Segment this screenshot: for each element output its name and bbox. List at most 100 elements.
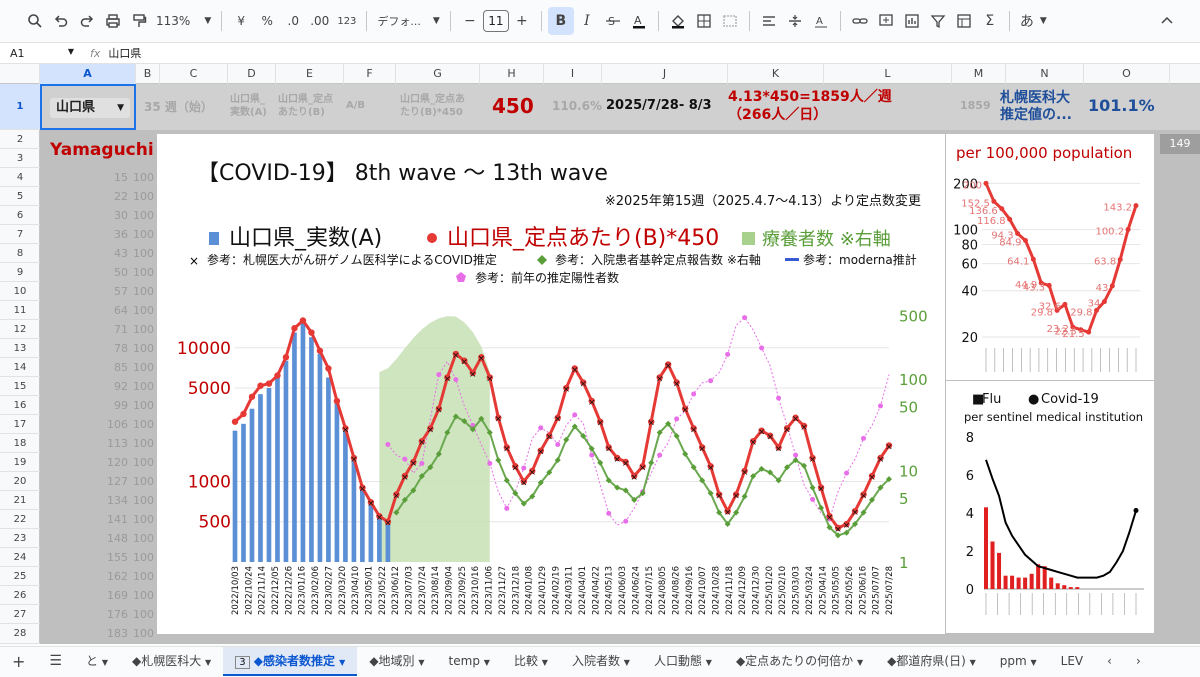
row-header[interactable]: 1 (0, 84, 40, 130)
fill-color-icon[interactable] (665, 7, 691, 35)
left-value[interactable]: 127 (107, 475, 128, 488)
sheet-tab[interactable]: ◆定点あたりの何倍か ▼ (724, 647, 875, 676)
paint-format-icon[interactable] (126, 7, 152, 35)
left-value-b[interactable]: 100 (133, 380, 154, 393)
all-sheets-button[interactable]: ☰ (49, 652, 62, 669)
left-value-b[interactable]: 100 (133, 323, 154, 336)
sheet-tab[interactable]: 人口動態 ▼ (642, 647, 724, 676)
left-value[interactable]: 92 (114, 380, 128, 393)
sheet-tab[interactable]: 比較 ▼ (502, 647, 560, 676)
row-header[interactable]: 6 (0, 206, 40, 225)
font-size-input[interactable]: 11 (482, 10, 509, 32)
row-header[interactable]: 10 (0, 282, 40, 301)
row-header[interactable]: 3 (0, 149, 40, 168)
m-value-cell[interactable]: 1859 (960, 99, 991, 112)
column-header[interactable]: M (952, 64, 1006, 84)
redo-icon[interactable] (74, 7, 100, 35)
left-value-b[interactable]: 100 (133, 570, 154, 583)
row-header[interactable]: 17 (0, 415, 40, 434)
left-value-b[interactable]: 100 (133, 285, 154, 298)
left-value-b[interactable]: 100 (133, 532, 154, 545)
left-value-b[interactable]: 100 (133, 399, 154, 412)
i-value-cell[interactable]: 110.6% (552, 99, 602, 113)
main-chart[interactable]: 【COVID-19】 8th wave 〜 13th wave ※2025年第1… (157, 134, 945, 634)
sheet-tab-active[interactable]: 3 ◆感染者数推定 ▼ (223, 646, 358, 676)
chart-icon[interactable] (899, 7, 925, 35)
left-value-b[interactable]: 100 (133, 266, 154, 279)
left-value-b[interactable]: 100 (133, 627, 154, 640)
left-value[interactable]: 176 (107, 608, 128, 621)
left-value[interactable]: 78 (114, 342, 128, 355)
percent-button[interactable]: % (261, 14, 273, 28)
row-header[interactable]: 5 (0, 187, 40, 206)
column-header[interactable]: O (1084, 64, 1170, 84)
row-header[interactable]: 23 (0, 529, 40, 548)
sapporo-label-cell[interactable]: 札幌医科大 推定値の... (1000, 90, 1072, 123)
zoom-select[interactable]: 113% ▼ (152, 7, 215, 35)
select-all-corner[interactable] (0, 64, 40, 84)
column-header[interactable]: B (136, 64, 160, 84)
filter-icon[interactable] (925, 7, 951, 35)
left-value[interactable]: 85 (114, 361, 128, 374)
row-header[interactable]: 27 (0, 605, 40, 624)
g-label-cell[interactable]: 山口県_定点あ たり(B)*450 (400, 94, 465, 118)
left-value-b[interactable]: 100 (133, 342, 154, 355)
horizontal-align-icon[interactable] (756, 7, 782, 35)
left-value-b[interactable]: 100 (133, 475, 154, 488)
left-value-b[interactable]: 100 (133, 551, 154, 564)
decrease-decimal-button[interactable]: .0 (287, 14, 299, 28)
sheet-tab[interactable]: LEV (1049, 647, 1095, 676)
date-range-cell[interactable]: 2025/7/28- 8/3 (606, 98, 712, 113)
left-value[interactable]: 120 (107, 456, 128, 469)
row-header[interactable]: 12 (0, 320, 40, 339)
left-value-b[interactable]: 100 (133, 361, 154, 374)
italic-button[interactable]: I (584, 13, 590, 29)
column-header[interactable]: G (396, 64, 480, 84)
vertical-align-icon[interactable] (782, 7, 808, 35)
left-value[interactable]: 30 (114, 209, 128, 222)
text-rotation-icon[interactable]: A (808, 7, 834, 35)
left-value-b[interactable]: 100 (133, 228, 154, 241)
row-header[interactable]: 11 (0, 301, 40, 320)
column-header[interactable]: L (824, 64, 952, 84)
scroll-tabs-left-icon[interactable]: ‹ (1107, 653, 1112, 668)
row-header[interactable]: 13 (0, 339, 40, 358)
input-tools-button[interactable]: あ ▼ (1016, 7, 1051, 35)
scrollbar-thumb[interactable]: 149 (1160, 134, 1200, 154)
column-header[interactable]: A (40, 64, 136, 84)
row-header[interactable]: 16 (0, 396, 40, 415)
increase-decimal-button[interactable]: .00 (310, 14, 330, 28)
row-header[interactable]: 15 (0, 377, 40, 396)
sheet-tab-partial[interactable]: と ▼ (74, 647, 120, 676)
left-value[interactable]: 113 (107, 437, 128, 450)
column-header[interactable]: H (480, 64, 544, 84)
left-value-b[interactable]: 100 (133, 247, 154, 260)
left-value[interactable]: 50 (114, 266, 128, 279)
week-cell[interactable]: 35 週（始） (144, 100, 213, 114)
row-header[interactable]: 4 (0, 168, 40, 187)
merge-cells-icon[interactable] (717, 7, 743, 35)
left-value-b[interactable]: 100 (133, 190, 154, 203)
column-header[interactable]: I (544, 64, 602, 84)
text-color-icon[interactable]: A (626, 7, 652, 35)
sheet-tab[interactable]: temp ▼ (437, 647, 502, 676)
row-header[interactable]: 9 (0, 263, 40, 282)
font-select[interactable]: デフォ... ▼ (373, 7, 443, 35)
row-header[interactable]: 19 (0, 453, 40, 472)
comment-icon[interactable] (873, 7, 899, 35)
filter-views-icon[interactable] (951, 7, 977, 35)
number-format-button[interactable]: 123 (337, 15, 357, 27)
left-value[interactable]: 169 (107, 589, 128, 602)
left-value[interactable]: 106 (107, 418, 128, 431)
left-value-b[interactable]: 100 (133, 608, 154, 621)
column-header[interactable]: N (1006, 64, 1084, 84)
add-sheet-button[interactable]: + (12, 651, 26, 671)
estimate-cell[interactable]: 4.13*450=1859人／週 （266人／日） (728, 89, 892, 123)
left-value[interactable]: 64 (114, 304, 128, 317)
sheet-tab[interactable]: ◆札幌医科大 ▼ (120, 647, 223, 676)
left-value-b[interactable]: 100 (133, 513, 154, 526)
left-value[interactable]: 162 (107, 570, 128, 583)
column-header[interactable]: K (728, 64, 824, 84)
left-value-b[interactable]: 100 (133, 589, 154, 602)
left-value[interactable]: 183 (107, 627, 128, 640)
